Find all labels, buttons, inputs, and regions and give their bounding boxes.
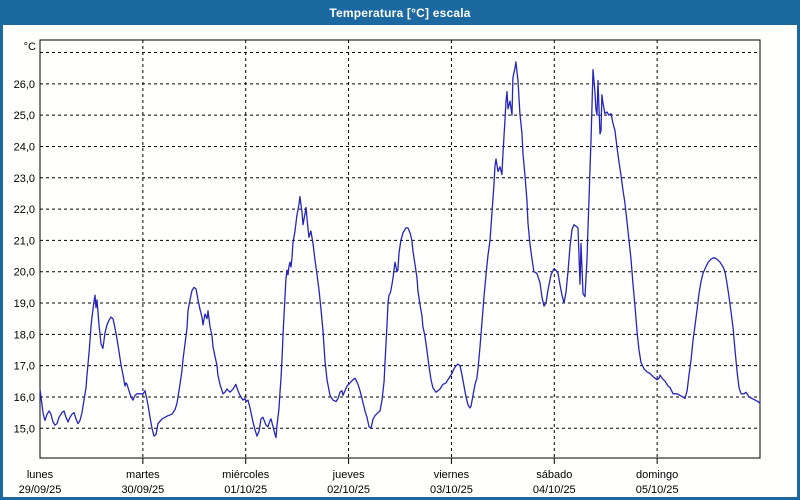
x-day-name: sábado — [536, 469, 572, 481]
x-day-name: domingo — [636, 469, 678, 481]
title-bar: Temperatura [°C] escala — [0, 0, 800, 25]
x-day-date: 30/09/25 — [121, 484, 164, 496]
x-day-date: 04/10/25 — [533, 484, 576, 496]
x-day-date: 03/10/25 — [430, 484, 473, 496]
plot-border — [39, 39, 761, 459]
y-tick-label: 23,0 — [14, 173, 35, 185]
x-day-name: miércoles — [222, 469, 270, 481]
y-tick-label: 22,0 — [14, 204, 35, 216]
y-axis-unit: °C — [24, 41, 36, 53]
y-tick-label: 17,0 — [14, 361, 35, 373]
x-day-date: 01/10/25 — [224, 484, 267, 496]
x-day-name: lunes — [27, 469, 54, 481]
x-day-date: 02/10/25 — [327, 484, 370, 496]
x-day-date: 29/09/25 — [19, 484, 62, 496]
y-tick-label: 15,0 — [14, 423, 35, 435]
y-tick-label: 18,0 — [14, 329, 35, 341]
y-tick-label: 16,0 — [14, 392, 35, 404]
y-tick-label: 20,0 — [14, 267, 35, 279]
y-tick-label: 19,0 — [14, 298, 35, 310]
chart-area: 15,0 16,0 17,0 18,0 19,0 20,0 21,0 22,0 23,0 24,0… — [3, 25, 797, 497]
temperature-chart: 15,0 16,0 17,0 18,0 19,0 20,0 21,0 22,0 23,0 24,0… — [14, 39, 761, 496]
x-day-name: viernes — [434, 469, 470, 481]
x-day-name: martes — [126, 469, 160, 481]
x-day-name: jueves — [332, 469, 365, 481]
temperature-series-line — [39, 61, 761, 439]
x-day-date: 05/10/25 — [636, 484, 679, 496]
window-title: Temperatura [°C] escala — [329, 5, 471, 20]
y-tick-label: 24,0 — [14, 141, 35, 153]
y-tick-label: 21,0 — [14, 235, 35, 247]
y-tick-label: 25,0 — [14, 110, 35, 122]
y-tick-label: 26,0 — [14, 79, 35, 91]
